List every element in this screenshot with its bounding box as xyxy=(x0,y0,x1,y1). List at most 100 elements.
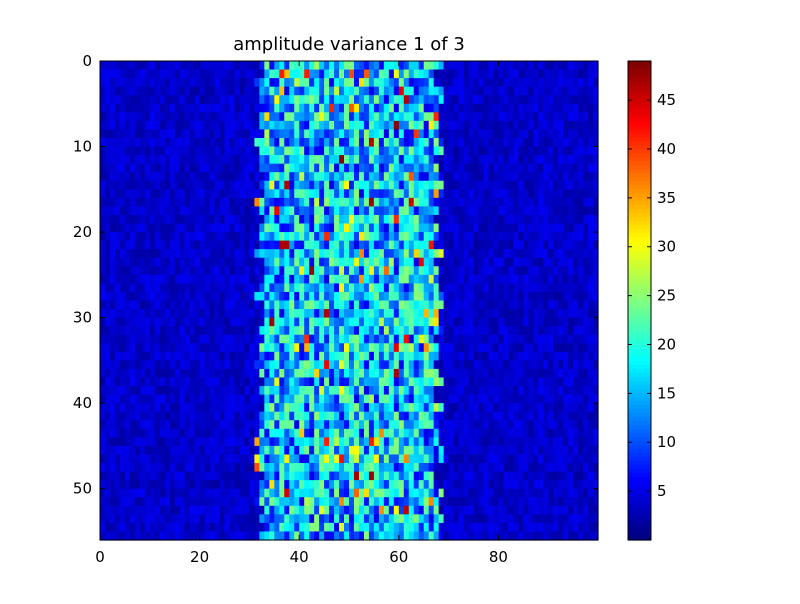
heatmap-cell xyxy=(339,394,345,404)
heatmap-cell xyxy=(518,266,524,276)
heatmap-cell xyxy=(413,368,420,379)
heatmap-cell xyxy=(398,112,405,122)
heatmap-cell xyxy=(388,103,395,113)
heatmap-cell xyxy=(179,471,186,481)
heatmap-cell xyxy=(339,61,345,71)
heatmap-cell xyxy=(274,120,280,131)
heatmap-cell xyxy=(224,309,231,319)
heatmap-cell xyxy=(204,309,211,319)
heatmap-cell xyxy=(548,266,554,276)
heatmap-cell xyxy=(528,343,534,353)
heatmap-cell xyxy=(169,360,176,370)
heatmap-cell xyxy=(478,445,485,456)
heatmap-cell xyxy=(349,463,355,473)
heatmap-cell xyxy=(458,120,465,131)
heatmap-cell xyxy=(304,480,310,490)
heatmap-cell xyxy=(124,428,131,438)
heatmap-cell xyxy=(438,240,445,250)
heatmap-cell xyxy=(299,394,305,404)
heatmap-cell xyxy=(448,214,455,225)
heatmap-cell xyxy=(468,351,475,361)
heatmap-cell xyxy=(553,257,559,267)
heatmap-cell xyxy=(478,309,485,319)
heatmap-cell xyxy=(134,360,141,370)
heatmap-cell xyxy=(284,454,290,464)
heatmap-cell xyxy=(533,445,539,456)
heatmap-cell xyxy=(304,334,310,344)
heatmap-cell xyxy=(229,428,236,438)
heatmap-cell xyxy=(304,103,310,113)
heatmap-cell xyxy=(234,471,241,481)
heatmap-cell xyxy=(100,411,106,421)
heatmap-cell xyxy=(483,112,490,122)
heatmap-cell xyxy=(383,112,390,122)
heatmap-cell xyxy=(209,291,216,302)
heatmap-cell xyxy=(344,317,350,327)
heatmap-cell xyxy=(398,368,405,379)
heatmap-cell xyxy=(448,249,455,259)
heatmap-cell xyxy=(588,437,594,447)
heatmap-cell xyxy=(523,300,529,310)
heatmap-cell xyxy=(214,428,221,438)
heatmap-cell xyxy=(214,266,221,276)
heatmap-cell xyxy=(309,240,315,250)
heatmap-cell xyxy=(144,403,151,413)
heatmap-cell xyxy=(428,214,435,225)
heatmap-cell xyxy=(458,351,465,361)
heatmap-cell xyxy=(134,445,141,456)
heatmap-cell xyxy=(209,137,216,148)
heatmap-cell xyxy=(528,180,534,190)
heatmap-cell xyxy=(448,326,455,336)
heatmap-cell xyxy=(224,112,231,122)
heatmap-cell xyxy=(373,317,380,327)
heatmap-cell xyxy=(433,257,440,267)
heatmap-cell xyxy=(334,103,340,113)
heatmap-cell xyxy=(498,309,504,319)
heatmap-cell xyxy=(294,411,300,421)
heatmap-cell xyxy=(100,463,106,473)
heatmap-cell xyxy=(378,343,385,353)
heatmap-cell xyxy=(269,283,275,293)
heatmap-cell xyxy=(344,223,350,233)
heatmap-cell xyxy=(209,103,216,113)
heatmap-cell xyxy=(169,428,176,438)
heatmap-cell xyxy=(149,163,156,173)
heatmap-cell xyxy=(468,137,475,148)
heatmap-cell xyxy=(408,112,415,122)
heatmap-cell xyxy=(408,232,415,242)
heatmap-cell xyxy=(279,420,285,430)
heatmap-cell xyxy=(513,394,519,404)
heatmap-cell xyxy=(433,420,440,430)
heatmap-cell xyxy=(109,266,116,276)
heatmap-cell xyxy=(578,180,584,190)
heatmap-cell xyxy=(478,180,485,190)
heatmap-cell xyxy=(388,403,395,413)
heatmap-cell xyxy=(358,257,365,267)
heatmap-cell xyxy=(558,112,564,122)
heatmap-cell xyxy=(314,103,320,113)
heatmap-cell xyxy=(154,420,161,430)
heatmap-cell xyxy=(493,317,499,327)
heatmap-cell xyxy=(254,317,260,327)
heatmap-cell xyxy=(284,78,290,88)
heatmap-cell xyxy=(508,274,514,284)
heatmap-cell xyxy=(528,240,534,250)
heatmap-cell xyxy=(353,120,360,131)
heatmap-cell xyxy=(204,103,211,113)
heatmap-cell xyxy=(324,394,330,404)
heatmap-cell xyxy=(119,146,126,156)
heatmap-cell xyxy=(100,326,106,336)
heatmap-cell xyxy=(458,291,465,302)
heatmap-cell xyxy=(339,309,345,319)
heatmap-cell xyxy=(393,103,400,113)
heatmap-cell xyxy=(349,69,355,79)
heatmap-cell xyxy=(463,386,470,396)
heatmap-cell xyxy=(353,368,360,379)
heatmap-cell xyxy=(119,214,126,225)
heatmap-cell xyxy=(408,214,415,225)
heatmap-cell xyxy=(139,69,146,79)
heatmap-cell xyxy=(139,360,146,370)
heatmap-cell xyxy=(324,103,330,113)
heatmap-cell xyxy=(344,368,350,379)
heatmap-cell xyxy=(368,163,375,173)
